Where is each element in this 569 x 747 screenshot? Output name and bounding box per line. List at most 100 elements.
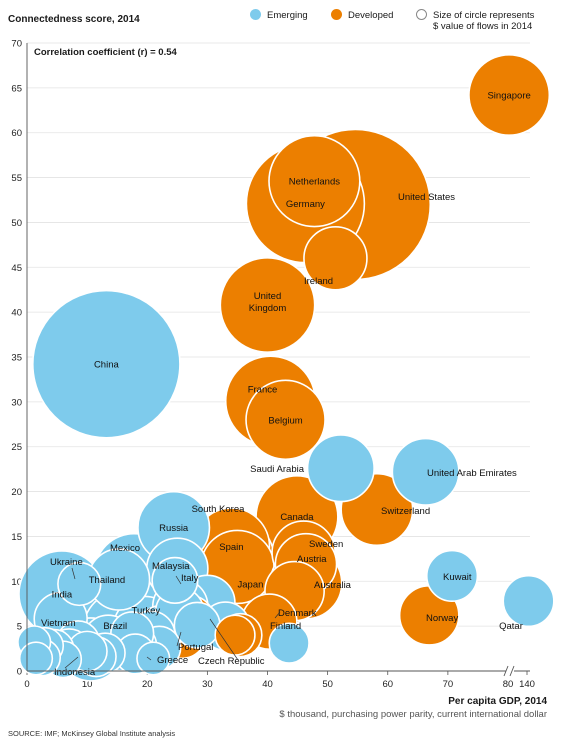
label-germany: Germany xyxy=(286,199,325,210)
leader-line xyxy=(274,611,281,619)
label-ukraine: Ukraine xyxy=(50,557,83,568)
legend-size-label-2: $ value of flows in 2014 xyxy=(433,21,533,32)
bubble-unlabeled xyxy=(214,614,256,656)
x-tick-label: 40 xyxy=(262,679,273,690)
label-czech-republic: Czech Republic xyxy=(198,656,265,667)
legend-developed-swatch xyxy=(331,9,342,20)
bubble-united-kingdom xyxy=(219,256,316,353)
label-ireland: Ireland xyxy=(304,276,333,287)
label-switzerland: Switzerland xyxy=(381,506,430,517)
label-qatar: Qatar xyxy=(499,621,523,632)
label-south-korea: South Korea xyxy=(192,504,246,515)
label-denmark: Denmark xyxy=(278,608,317,619)
bubble-belgium xyxy=(245,379,326,461)
y-tick-label: 30 xyxy=(11,397,22,408)
bubble-kuwait xyxy=(425,549,479,603)
x-axis-subtitle: $ thousand, purchasing power parity, cur… xyxy=(279,709,547,720)
bubble-unlabeled xyxy=(268,622,310,664)
legend-size-label-1: Size of circle represents xyxy=(433,10,535,21)
label-thailand: Thailand xyxy=(89,575,125,586)
bubble-ireland xyxy=(303,226,368,291)
x-tick-label: 70 xyxy=(443,679,454,690)
label-brazil: Brazil xyxy=(103,621,127,632)
label-mexico: Mexico xyxy=(110,543,140,554)
label-portugal: Portugal xyxy=(178,642,213,653)
bubble-singapore xyxy=(468,54,551,137)
y-tick-label: 25 xyxy=(11,442,22,453)
label-australia: Australia xyxy=(314,580,352,591)
y-tick-label: 40 xyxy=(11,308,22,319)
x-tick-label: 80 xyxy=(503,679,514,690)
y-tick-label: 45 xyxy=(11,263,22,274)
axes xyxy=(26,43,530,677)
source-note: SOURCE: IMF; McKinsey Global Institute a… xyxy=(8,729,176,738)
label-united-states: United States xyxy=(398,192,455,203)
bubbles xyxy=(17,54,555,682)
x-tick-label: 10 xyxy=(82,679,93,690)
axis-break-mark xyxy=(503,665,509,677)
legend-emerging-label: Emerging xyxy=(267,10,308,21)
label-turkey: Turkey xyxy=(132,605,161,616)
label-united-arab-emirates: United Arab Emirates xyxy=(427,468,517,479)
y-tick-label: 50 xyxy=(11,218,22,229)
label-united-kingdom: United Kingdom xyxy=(249,291,287,314)
label-kuwait: Kuwait xyxy=(443,572,472,583)
label-malaysia: Malaysia xyxy=(152,561,190,572)
correlation-annotation: Correlation coefficient (r) = 0.54 xyxy=(34,47,177,58)
legend-developed-label: Developed xyxy=(348,10,394,21)
legend-developed: Developed xyxy=(331,9,393,21)
y-tick-label: 20 xyxy=(11,487,22,498)
label-india: India xyxy=(52,589,73,600)
y-tick-label: 5 xyxy=(17,622,22,633)
leader-line xyxy=(209,618,239,661)
label-canada: Canada xyxy=(280,512,314,523)
label-saudi-arabia: Saudi Arabia xyxy=(250,464,305,475)
label-norway: Norway xyxy=(426,613,458,624)
label-netherlands: Netherlands xyxy=(289,177,340,188)
leader-line xyxy=(176,631,182,647)
bubble-unlabeled xyxy=(151,556,199,604)
y-axis-ticks: 0 5 10 15 20 25 30 35 40 45 50 55 60 65 70 xyxy=(11,39,22,678)
label-line: Kingdom xyxy=(249,303,287,314)
label-china: China xyxy=(94,360,120,371)
label-spain: Spain xyxy=(219,542,243,553)
x-axis-title: Per capita GDP, 2014 xyxy=(448,696,547,707)
legend-size-swatch xyxy=(416,9,427,20)
legend-size: Size of circle represents xyxy=(416,9,534,21)
x-tick-label: 30 xyxy=(202,679,213,690)
bubble-unlabeled xyxy=(18,641,54,676)
leader-line xyxy=(175,575,182,585)
x-tick-label: 50 xyxy=(322,679,333,690)
label-greece: Greece xyxy=(157,655,188,666)
x-tick-label: 140 xyxy=(519,679,535,690)
label-russia: Russia xyxy=(159,523,189,534)
y-tick-label: 65 xyxy=(11,83,22,94)
label-japan: Japan xyxy=(238,579,264,590)
label-finland: Finland xyxy=(270,621,301,632)
bubble-ukraine xyxy=(57,561,102,607)
axis-break-gap xyxy=(506,666,514,676)
leader-line xyxy=(71,567,76,580)
y-tick-label: 0 xyxy=(17,667,22,678)
bubble-qatar xyxy=(502,574,555,628)
legend-emerging-swatch xyxy=(250,9,261,20)
x-axis-ticks: 0 10 20 30 40 50 60 70 80 140 xyxy=(24,671,535,690)
label-italy: Italy xyxy=(181,573,199,584)
x-tick-label: 20 xyxy=(142,679,153,690)
label-indonesia: Indonesia xyxy=(54,667,96,678)
label-austria: Austria xyxy=(297,554,327,565)
y-tick-label: 55 xyxy=(11,173,22,184)
y-tick-label: 70 xyxy=(11,39,22,50)
bubble-unlabeled xyxy=(136,641,171,676)
y-tick-label: 15 xyxy=(11,532,22,543)
legend-size-line2: $ value of flows in 2014 xyxy=(433,21,532,32)
label-france: France xyxy=(248,384,278,395)
y-axis-label: Connectedness score, 2014 xyxy=(8,14,140,25)
y-tick-label: 35 xyxy=(11,353,22,364)
label-line: United xyxy=(254,291,281,302)
leader-line xyxy=(146,656,152,661)
bubble-china xyxy=(31,289,181,439)
legend-emerging: Emerging xyxy=(250,9,308,21)
bubble-netherlands xyxy=(268,134,361,228)
